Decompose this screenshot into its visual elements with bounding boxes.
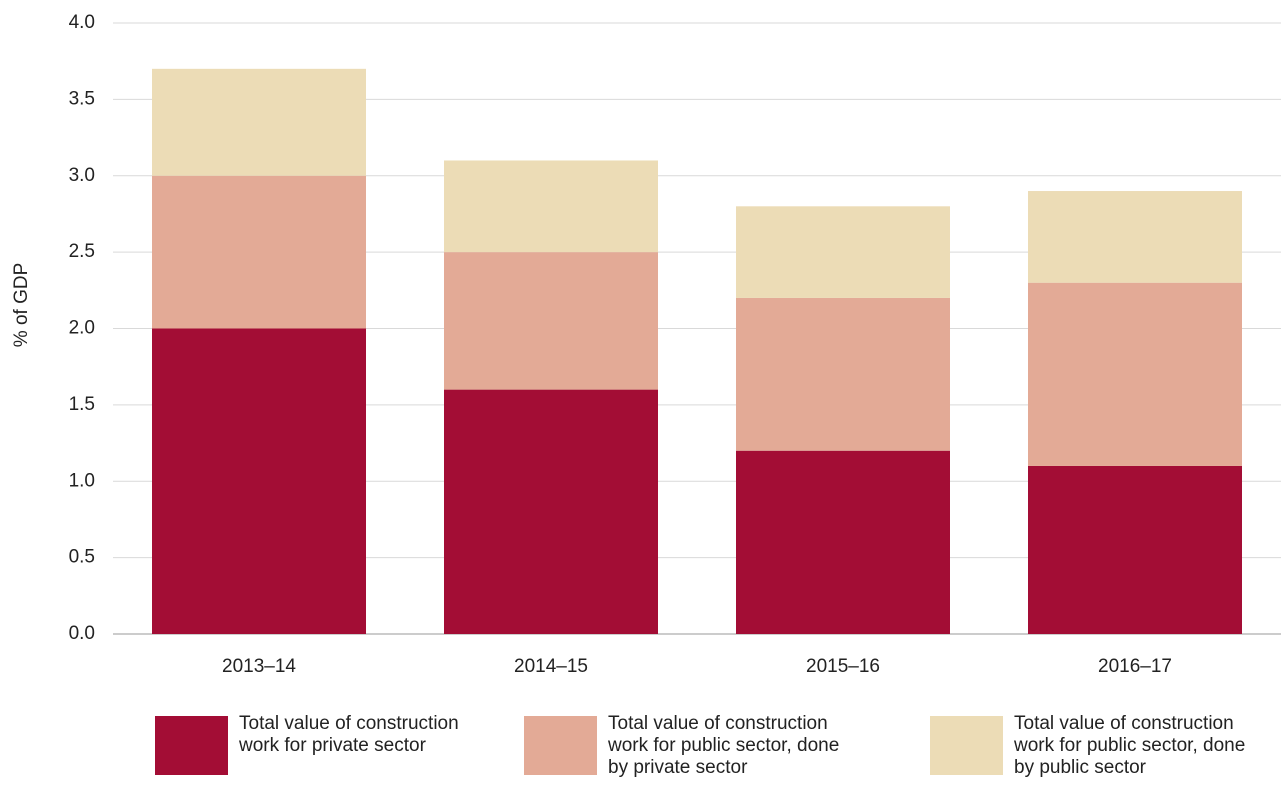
- bar-segment: [736, 297, 950, 451]
- y-tick-label: 0.0: [69, 623, 95, 644]
- bar-segment: [1028, 191, 1242, 283]
- legend-label: Total value of construction work for pub…: [1014, 713, 1246, 778]
- x-tick-label: 2014–15: [514, 656, 588, 677]
- legend-label: Total value of construction work for pub…: [608, 713, 840, 778]
- legend-label: Total value of construction work for pri…: [239, 713, 459, 756]
- y-tick-label: 2.0: [69, 318, 95, 339]
- y-tick-label: 4.0: [69, 12, 95, 33]
- y-tick-label: 0.5: [69, 547, 95, 568]
- y-axis-label: % of GDP: [11, 263, 32, 347]
- bar-segment: [152, 328, 366, 634]
- legend-swatch: [155, 716, 228, 775]
- bar-segment: [444, 389, 658, 634]
- y-tick-label: 1.5: [69, 394, 95, 415]
- bar-segment: [444, 252, 658, 390]
- y-tick-label: 3.0: [69, 165, 95, 186]
- legend-swatch: [930, 716, 1003, 775]
- x-tick-label: 2016–17: [1098, 656, 1172, 677]
- bar-segment: [1028, 465, 1242, 634]
- y-tick-label: 2.5: [69, 241, 95, 262]
- bar-segment: [1028, 282, 1242, 466]
- legend-swatch: [524, 716, 597, 775]
- bar-segment: [152, 175, 366, 329]
- legend-item: Total value of construction work for pub…: [524, 713, 863, 779]
- legend-item: Total value of construction work for pri…: [155, 713, 494, 775]
- bar-segment: [736, 206, 950, 298]
- bar-segment: [736, 450, 950, 634]
- bar-segment: [444, 160, 658, 253]
- legend-item: Total value of construction work for pub…: [930, 713, 1269, 779]
- y-tick-label: 3.5: [69, 88, 95, 109]
- x-tick-label: 2013–14: [222, 656, 296, 677]
- y-tick-label: 1.0: [69, 470, 95, 491]
- x-tick-label: 2015–16: [806, 656, 880, 677]
- bar-segment: [152, 68, 366, 176]
